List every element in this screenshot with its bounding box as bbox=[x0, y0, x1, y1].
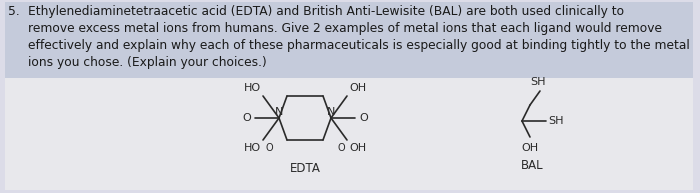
Text: OH: OH bbox=[349, 143, 366, 153]
Text: O: O bbox=[265, 143, 273, 153]
Text: SH: SH bbox=[531, 77, 546, 87]
Text: Ethylenediaminetetraacetic acid (EDTA) and British Anti-Lewisite (BAL) are both : Ethylenediaminetetraacetic acid (EDTA) a… bbox=[28, 5, 624, 18]
Text: OH: OH bbox=[522, 143, 538, 153]
Text: HO: HO bbox=[244, 143, 261, 153]
Text: effectively and explain why each of these pharmaceuticals is especially good at : effectively and explain why each of thes… bbox=[28, 39, 690, 52]
Text: O: O bbox=[242, 113, 251, 123]
Text: O: O bbox=[359, 113, 368, 123]
Text: 5.: 5. bbox=[8, 5, 20, 18]
Text: N: N bbox=[327, 107, 335, 117]
Text: N: N bbox=[275, 107, 284, 117]
Text: ions you chose. (Explain your choices.): ions you chose. (Explain your choices.) bbox=[28, 56, 267, 69]
FancyBboxPatch shape bbox=[5, 2, 693, 78]
Text: O: O bbox=[337, 143, 345, 153]
FancyBboxPatch shape bbox=[5, 78, 693, 190]
Text: OH: OH bbox=[349, 83, 366, 93]
Text: EDTA: EDTA bbox=[290, 162, 321, 175]
Text: remove excess metal ions from humans. Give 2 examples of metal ions that each li: remove excess metal ions from humans. Gi… bbox=[28, 22, 662, 35]
Text: SH: SH bbox=[548, 116, 564, 126]
Text: BAL: BAL bbox=[521, 159, 543, 172]
Text: HO: HO bbox=[244, 83, 261, 93]
